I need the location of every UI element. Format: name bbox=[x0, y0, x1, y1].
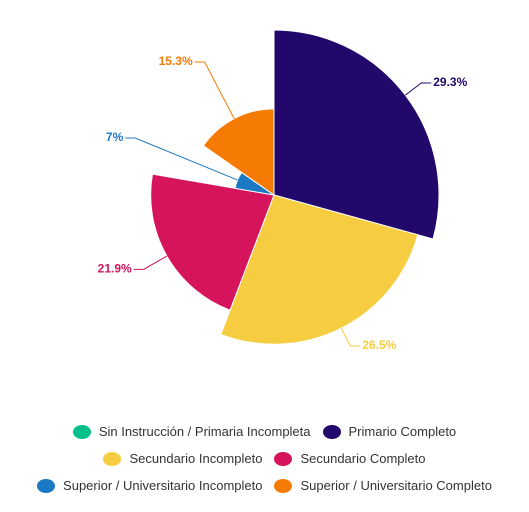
leader-line bbox=[194, 61, 235, 119]
legend-label: Sin Instrucción / Primaria Incompleta bbox=[98, 424, 311, 439]
data-label: 21.9% bbox=[98, 261, 132, 275]
legend-label: Secundario Incompleto bbox=[129, 451, 263, 466]
legend-item[interactable]: Sin Instrucción / Primaria Incompleta bbox=[72, 424, 311, 439]
legend-item[interactable]: Secundario Incompleto bbox=[103, 451, 262, 466]
legend-label: Primario Completo bbox=[348, 424, 457, 439]
legend: Sin Instrucción / Primaria Incompleta Pri… bbox=[0, 424, 529, 493]
legend-swatch bbox=[103, 451, 122, 466]
slice bbox=[202, 108, 275, 196]
leader-line bbox=[405, 82, 432, 96]
slice bbox=[150, 173, 275, 311]
legend-swatch bbox=[37, 478, 56, 493]
data-label: 15.3% bbox=[159, 54, 193, 68]
slice bbox=[220, 194, 419, 345]
legend-swatch bbox=[274, 478, 293, 493]
legend-label: Superior / Universitario Completo bbox=[300, 478, 492, 493]
data-label: 26.5% bbox=[362, 338, 396, 352]
legend-swatch bbox=[274, 451, 293, 466]
legend-label: Secundario Completo bbox=[300, 451, 426, 466]
data-label: 7% bbox=[106, 130, 124, 144]
leader-line bbox=[340, 327, 361, 347]
data-label: 29.3% bbox=[433, 75, 467, 89]
chart: 0%29.3%26.5%21.9%7%15.3% bbox=[98, 29, 468, 352]
legend-swatch bbox=[72, 424, 91, 439]
slice bbox=[273, 29, 440, 240]
leader-line bbox=[133, 255, 168, 270]
legend-item[interactable]: Superior / Universitario Completo bbox=[274, 478, 492, 493]
leader-line bbox=[125, 137, 238, 181]
legend-item[interactable]: Primario Completo bbox=[322, 424, 457, 439]
legend-item[interactable]: Superior / Universitario Incompleto bbox=[37, 478, 262, 493]
legend-label: Superior / Universitario Incompleto bbox=[63, 478, 263, 493]
legend-item[interactable]: Secundario Completo bbox=[274, 451, 426, 466]
legend-swatch bbox=[322, 424, 341, 439]
